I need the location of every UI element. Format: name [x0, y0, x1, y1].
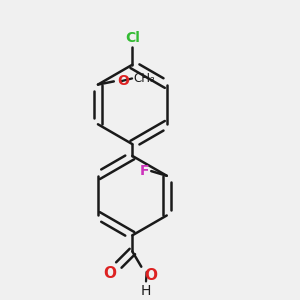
Text: O: O	[117, 74, 129, 88]
Text: Cl: Cl	[125, 31, 140, 45]
Text: H: H	[141, 284, 151, 298]
Text: CH₃: CH₃	[134, 72, 155, 85]
Text: O: O	[144, 268, 157, 283]
Text: F: F	[140, 164, 149, 178]
Text: O: O	[103, 266, 116, 281]
